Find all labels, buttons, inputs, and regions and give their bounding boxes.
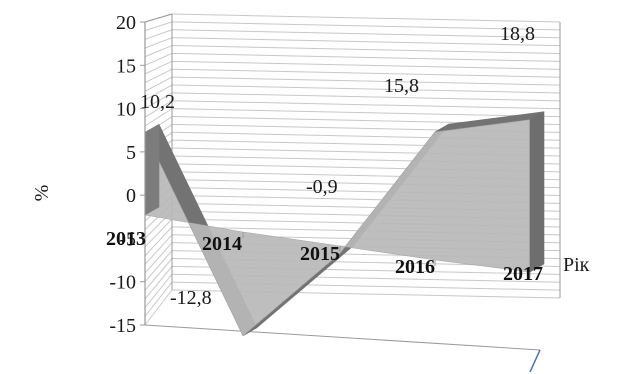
- y-tick-label: 10: [116, 99, 136, 121]
- data-label: -0,9: [306, 176, 338, 198]
- side-gridline: [144, 45, 173, 58]
- data-label: -12,8: [170, 287, 212, 309]
- y-tick-label: 15: [116, 55, 136, 77]
- category-label: 2016: [395, 256, 435, 278]
- back-gridline: [171, 84, 561, 94]
- back-gridline: [171, 92, 561, 102]
- side-gridline: [144, 52, 173, 66]
- side-gridline: [144, 281, 173, 317]
- back-gridline: [171, 21, 561, 31]
- side-gridline: [144, 92, 173, 110]
- back-gridline: [171, 37, 561, 47]
- side-gridline: [144, 273, 173, 308]
- back-gridline: [171, 76, 561, 86]
- y-tick-label: -10: [109, 272, 136, 294]
- side-gridline: [144, 218, 173, 248]
- back-gridline: [171, 68, 561, 78]
- back-gridline: [171, 60, 561, 70]
- y-tick-label: 5: [126, 142, 136, 164]
- category-label: 2014: [202, 233, 242, 255]
- category-label: 2013: [106, 228, 146, 250]
- side-gridline: [144, 108, 173, 127]
- side-gridline: [144, 250, 173, 283]
- y-tick-label: 0: [126, 185, 136, 207]
- side-gridline: [144, 234, 173, 265]
- side-gridline: [144, 84, 173, 101]
- side-gridline: [144, 37, 173, 49]
- side-wall-top-edge: [144, 13, 173, 23]
- data-label: 15,8: [384, 75, 419, 97]
- side-gridline: [144, 289, 173, 326]
- side-gridline: [144, 21, 173, 32]
- side-gridline: [144, 258, 173, 291]
- back-gridline: [171, 13, 561, 23]
- area-start-cap: [144, 123, 160, 216]
- y-tick-label: 20: [116, 12, 136, 34]
- side-gridline: [144, 60, 173, 75]
- data-label: 18,8: [500, 23, 535, 45]
- area-series: [144, 111, 545, 337]
- y-tick-label: -5: [119, 228, 136, 250]
- side-gridline: [144, 100, 173, 118]
- side-gridline: [144, 29, 173, 40]
- side-gridline: [144, 68, 173, 84]
- data-label: 10,2: [140, 91, 175, 113]
- side-gridline: [144, 266, 173, 300]
- back-gridline: [171, 100, 561, 110]
- area-end-cap: [529, 111, 545, 273]
- category-label: 2017: [503, 263, 543, 285]
- back-gridline: [171, 45, 561, 55]
- y-tick-label: -15: [109, 315, 136, 337]
- back-gridline: [171, 29, 561, 39]
- y-axis-title: %: [31, 185, 53, 202]
- side-gridline: [144, 76, 173, 92]
- back-gridline: [171, 52, 561, 62]
- back-gridline: [171, 108, 561, 118]
- floor-front-edge: [144, 324, 541, 351]
- side-gridline: [144, 226, 173, 257]
- side-gridline: [144, 242, 173, 274]
- x-axis-title: Рік: [563, 254, 590, 276]
- category-label: 2015: [300, 243, 340, 265]
- floor-corner-edge: [529, 349, 541, 373]
